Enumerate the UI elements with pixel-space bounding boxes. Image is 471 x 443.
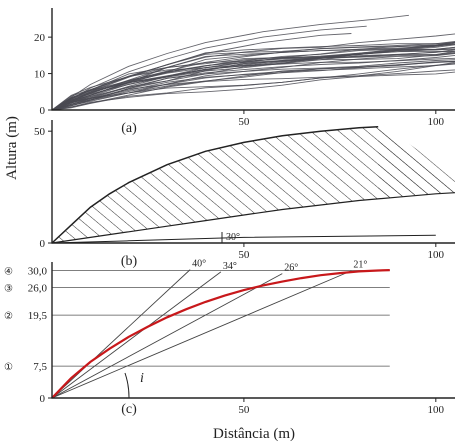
x-tick-label: 100: [428, 404, 445, 416]
panel-b-hatched-envelope: [52, 126, 455, 243]
trajectory-line: [51, 25, 367, 111]
height-level-label: 19,5: [28, 310, 48, 322]
trajectory-line: [51, 46, 456, 111]
trajectory-line: [51, 71, 456, 111]
height-level-label: 26,0: [28, 283, 48, 295]
trajectory-line: [51, 59, 456, 111]
trajectory-line: [51, 69, 456, 111]
panel-b-ticks: 50 100 0 50: [34, 126, 445, 261]
trajectory-line: [51, 14, 409, 111]
panel-b-base-line: [51, 234, 436, 244]
ray-angle-label: 40°: [192, 259, 206, 270]
height-level-marker: ①: [4, 362, 13, 373]
panel-c-angle-rays: 40° 34° 26° 21°: [51, 259, 367, 399]
angle-ray: [51, 269, 191, 399]
ray-angle-label: 21°: [353, 260, 367, 271]
height-level-marker: ④: [4, 267, 13, 278]
panel-c: 7,5 ① 19,5 ② 26,0 ③ 30,0 ④ 40° 34° 26° 21° i 50 100…: [4, 259, 455, 417]
y-tick-label: 10: [34, 69, 46, 81]
height-level-label: 7,5: [33, 361, 47, 373]
panel-c-ticks: 50 100 0: [40, 393, 445, 416]
y-tick-label: 0: [40, 393, 46, 405]
panel-b-upper-envelope: [51, 125, 379, 244]
height-level-marker: ③: [4, 284, 13, 295]
y-axis-title: Altura (m): [4, 116, 20, 180]
x-axis-title: Distância (m): [213, 426, 295, 442]
ray-angle-label: 26°: [284, 263, 298, 274]
panel-b-right-fan: [378, 126, 455, 199]
panel-a-ticks: 50 100 0 10 20: [34, 32, 445, 128]
panel-c-height-levels: 7,5 ① 19,5 ② 26,0 ③ 30,0 ④: [4, 266, 390, 373]
panel-b-angle-label: 30°: [226, 232, 240, 243]
panel-c-angle-arc: [124, 372, 130, 399]
y-tick-label: 20: [34, 32, 46, 44]
x-tick-label: 50: [238, 404, 250, 416]
y-tick-label: 0: [40, 238, 46, 250]
angle-ray: [51, 270, 352, 399]
panel-a-trajectory-lines: [51, 14, 456, 111]
angle-ray: [51, 273, 283, 399]
panel-b-label: (b): [121, 254, 138, 269]
trajectory-line: [51, 42, 456, 111]
panel-c-label: (c): [121, 402, 137, 417]
panel-c-red-trajectory: [51, 269, 390, 399]
height-level-marker: ②: [4, 311, 13, 322]
trajectory-line: [51, 42, 456, 111]
panel-b: 30° 50 100 0 50 (b): [34, 120, 456, 269]
y-tick-label: 50: [34, 126, 46, 138]
angle-ray: [51, 271, 222, 399]
panel-c-angle-variable: i: [140, 371, 144, 386]
trajectory-line: [51, 60, 456, 111]
panel-c-axes: [51, 262, 455, 399]
trajectory-line: [51, 41, 456, 111]
panel-a: 50 100 0 10 20 (a): [34, 8, 456, 136]
trajectory-line: [51, 33, 352, 111]
panel-a-label: (a): [121, 121, 137, 136]
height-level-label: 30,0: [28, 266, 48, 278]
ray-angle-label: 34°: [223, 261, 237, 272]
x-tick-label: 50: [238, 116, 250, 128]
x-tick-label: 100: [428, 249, 445, 261]
x-tick-label: 100: [428, 116, 445, 128]
x-tick-label: 50: [238, 249, 250, 261]
y-tick-label: 0: [40, 105, 46, 117]
